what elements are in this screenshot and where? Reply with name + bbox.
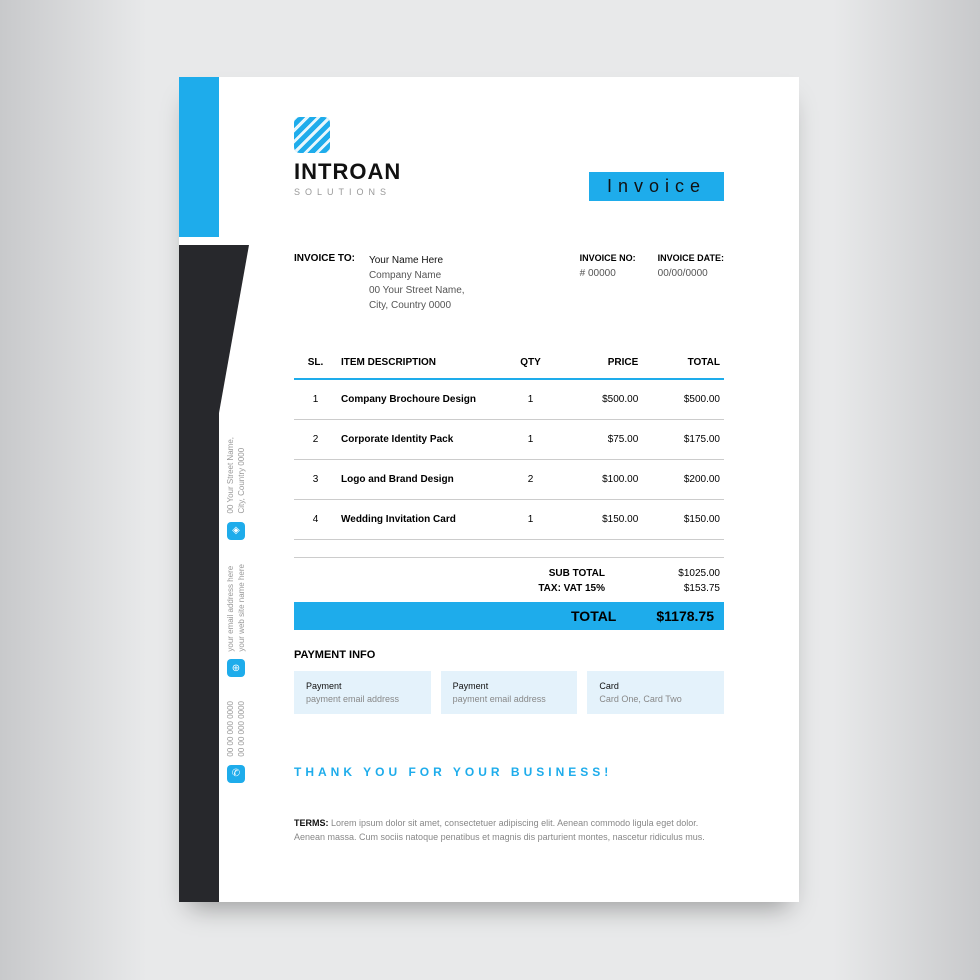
payment-box: Payment payment email address bbox=[441, 671, 578, 714]
globe-icon: ⊕ bbox=[227, 659, 245, 677]
summary-divider bbox=[294, 557, 724, 558]
cell-desc: Company Brochoure Design bbox=[337, 379, 500, 420]
side-phone: 00 00 000 0000 00 00 000 0000 ✆ bbox=[227, 701, 245, 783]
tax-value: $153.75 bbox=[655, 583, 720, 594]
invoice-page: INTROAN SOLUTIONS Invoice INVOICE TO: Yo… bbox=[179, 77, 799, 902]
table-row: 3Logo and Brand Design2$100.00$200.00 bbox=[294, 460, 724, 500]
cell-qty: 1 bbox=[500, 420, 560, 460]
side-address-line1: 00 Your Street Name, bbox=[226, 437, 235, 514]
bill-to-name: Your Name Here bbox=[369, 253, 465, 268]
side-address-line2: City, Country 0000 bbox=[237, 448, 246, 514]
cell-total: $200.00 bbox=[642, 460, 724, 500]
summary: SUB TOTAL $1025.00 TAX: VAT 15% $153.75 … bbox=[294, 557, 724, 630]
th-sl: SL. bbox=[294, 357, 337, 379]
bill-to-label: INVOICE TO: bbox=[294, 253, 355, 313]
cell-total: $500.00 bbox=[642, 379, 724, 420]
invoice-no: INVOICE NO: # 00000 bbox=[580, 253, 636, 313]
side-web: your email address here your web site na… bbox=[227, 564, 245, 678]
subtotal-label: SUB TOTAL bbox=[549, 568, 605, 579]
payment-info: PAYMENT INFO Payment payment email addres… bbox=[294, 649, 724, 714]
terms-label: TERMS: bbox=[294, 818, 329, 828]
accent-triangle bbox=[219, 245, 249, 413]
bill-to-city: City, Country 0000 bbox=[369, 298, 465, 313]
logo-area: INTROAN SOLUTIONS bbox=[294, 117, 401, 197]
total-label: TOTAL bbox=[571, 608, 616, 624]
subtotal-value: $1025.00 bbox=[655, 568, 720, 579]
cell-desc: Corporate Identity Pack bbox=[337, 420, 500, 460]
table-row: 1Company Brochoure Design1$500.00$500.00 bbox=[294, 379, 724, 420]
side-phone-line2: 00 00 000 0000 bbox=[237, 701, 246, 757]
side-address: 00 Your Street Name, City, Country 0000 … bbox=[227, 437, 245, 540]
company-name: INTROAN bbox=[294, 159, 401, 185]
paybox-detail: Card One, Card Two bbox=[599, 694, 712, 704]
cell-price: $500.00 bbox=[561, 379, 643, 420]
payment-box: Payment payment email address bbox=[294, 671, 431, 714]
terms-text: Lorem ipsum dolor sit amet, consectetuer… bbox=[294, 818, 705, 842]
terms: TERMS: Lorem ipsum dolor sit amet, conse… bbox=[294, 817, 724, 844]
thank-you: THANK YOU FOR YOUR BUSINESS! bbox=[294, 765, 612, 779]
cell-sl: 1 bbox=[294, 379, 337, 420]
cell-desc: Wedding Invitation Card bbox=[337, 500, 500, 540]
items-table: SL. ITEM DESCRIPTION QTY PRICE TOTAL 1Co… bbox=[294, 357, 724, 540]
bill-to-company: Company Name bbox=[369, 268, 465, 283]
cell-total: $175.00 bbox=[642, 420, 724, 460]
paybox-title: Payment bbox=[306, 681, 419, 691]
side-web-line2: your web site name here bbox=[237, 564, 246, 652]
cell-desc: Logo and Brand Design bbox=[337, 460, 500, 500]
side-phone-line1: 00 00 000 0000 bbox=[226, 701, 235, 757]
side-contacts: 00 Your Street Name, City, Country 0000 … bbox=[227, 437, 245, 807]
company-subtitle: SOLUTIONS bbox=[294, 187, 401, 197]
cell-qty: 1 bbox=[500, 379, 560, 420]
cell-price: $75.00 bbox=[561, 420, 643, 460]
cell-sl: 3 bbox=[294, 460, 337, 500]
payment-heading: PAYMENT INFO bbox=[294, 649, 724, 661]
cell-sl: 4 bbox=[294, 500, 337, 540]
side-web-line1: your email address here bbox=[226, 565, 235, 651]
cell-total: $150.00 bbox=[642, 500, 724, 540]
table-row: 4Wedding Invitation Card1$150.00$150.00 bbox=[294, 500, 724, 540]
cell-qty: 1 bbox=[500, 500, 560, 540]
cell-price: $100.00 bbox=[561, 460, 643, 500]
invoice-date-label: INVOICE DATE: bbox=[658, 253, 724, 263]
paybox-detail: payment email address bbox=[453, 694, 566, 704]
cell-price: $150.00 bbox=[561, 500, 643, 540]
bill-to-street: 00 Your Street Name, bbox=[369, 283, 465, 298]
cell-qty: 2 bbox=[500, 460, 560, 500]
invoice-date-value: 00/00/0000 bbox=[658, 268, 724, 279]
meta-row: INVOICE TO: Your Name Here Company Name … bbox=[294, 253, 724, 313]
bill-to: INVOICE TO: Your Name Here Company Name … bbox=[294, 253, 465, 313]
phone-icon: ✆ bbox=[227, 765, 245, 783]
invoice-no-label: INVOICE NO: bbox=[580, 253, 636, 263]
paybox-title: Payment bbox=[453, 681, 566, 691]
paybox-detail: payment email address bbox=[306, 694, 419, 704]
cell-sl: 2 bbox=[294, 420, 337, 460]
invoice-badge: Invoice bbox=[589, 172, 724, 201]
tax-label: TAX: VAT 15% bbox=[538, 583, 605, 594]
total-bar: TOTAL $1178.75 bbox=[294, 602, 724, 630]
paybox-title: Card bbox=[599, 681, 712, 691]
th-qty: QTY bbox=[500, 357, 560, 379]
th-desc: ITEM DESCRIPTION bbox=[337, 357, 500, 379]
th-price: PRICE bbox=[561, 357, 643, 379]
logo-icon bbox=[294, 117, 330, 153]
accent-block-blue bbox=[179, 77, 219, 237]
location-icon: ◈ bbox=[227, 522, 245, 540]
table-row: 2Corporate Identity Pack1$75.00$175.00 bbox=[294, 420, 724, 460]
total-value: $1178.75 bbox=[656, 608, 714, 624]
payment-box: Card Card One, Card Two bbox=[587, 671, 724, 714]
invoice-date: INVOICE DATE: 00/00/0000 bbox=[658, 253, 724, 313]
accent-block-dark bbox=[179, 245, 219, 902]
th-total: TOTAL bbox=[642, 357, 724, 379]
invoice-no-value: # 00000 bbox=[580, 268, 636, 279]
